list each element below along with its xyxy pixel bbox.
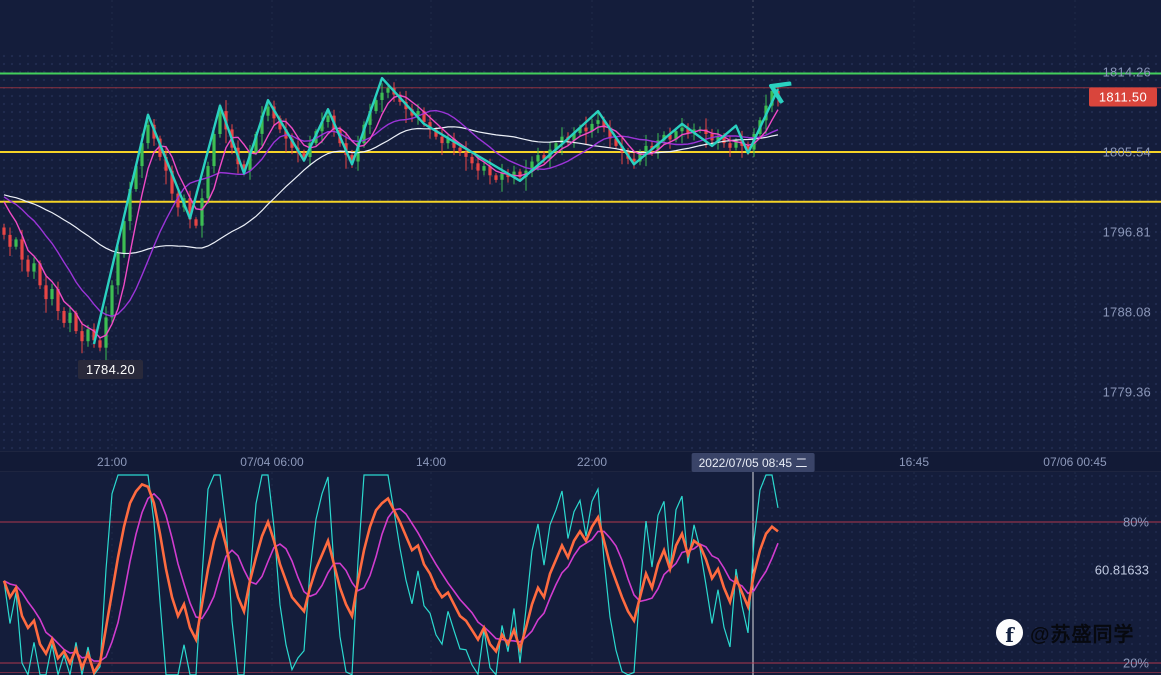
- last-price-badge: 1811.50: [1088, 87, 1157, 107]
- oscillator-canvas[interactable]: [0, 472, 1161, 675]
- price-axis-label: 1779.36: [1102, 384, 1151, 400]
- facebook-icon: f: [996, 619, 1023, 646]
- time-axis-bar[interactable]: 21:00 07/04 06:00 14:00 22:00 2022/07/05 08:…: [0, 451, 1161, 472]
- oscillator-upper-band-label: 80%: [1122, 514, 1149, 530]
- price-axis-label: 1814.26: [1102, 64, 1151, 80]
- watermark: f @苏盛同学: [996, 618, 1135, 647]
- crosshair-time-label: 2022/07/05 08:45 二: [691, 453, 815, 472]
- low-price-tag: 1784.20: [78, 360, 144, 379]
- time-tick-label: 22:00: [576, 455, 608, 469]
- price-axis-label: 1796.81: [1102, 224, 1151, 240]
- time-tick-label: 21:00: [96, 455, 128, 469]
- time-tick-label: 07/06 00:45: [1043, 455, 1107, 469]
- oscillator-current-value-label: 60.81633: [1094, 562, 1149, 578]
- price-axis-label: 1788.08: [1102, 304, 1151, 320]
- watermark-handle: @苏盛同学: [1030, 624, 1135, 646]
- oscillator-lower-band-label: 20%: [1122, 655, 1149, 671]
- main-chart-canvas[interactable]: [0, 0, 1161, 452]
- time-tick-label: 16:45: [898, 455, 930, 469]
- time-tick-label: 07/04 06:00: [240, 455, 304, 469]
- price-axis-label: 1805.54: [1102, 144, 1151, 160]
- time-tick-label: 14:00: [415, 455, 447, 469]
